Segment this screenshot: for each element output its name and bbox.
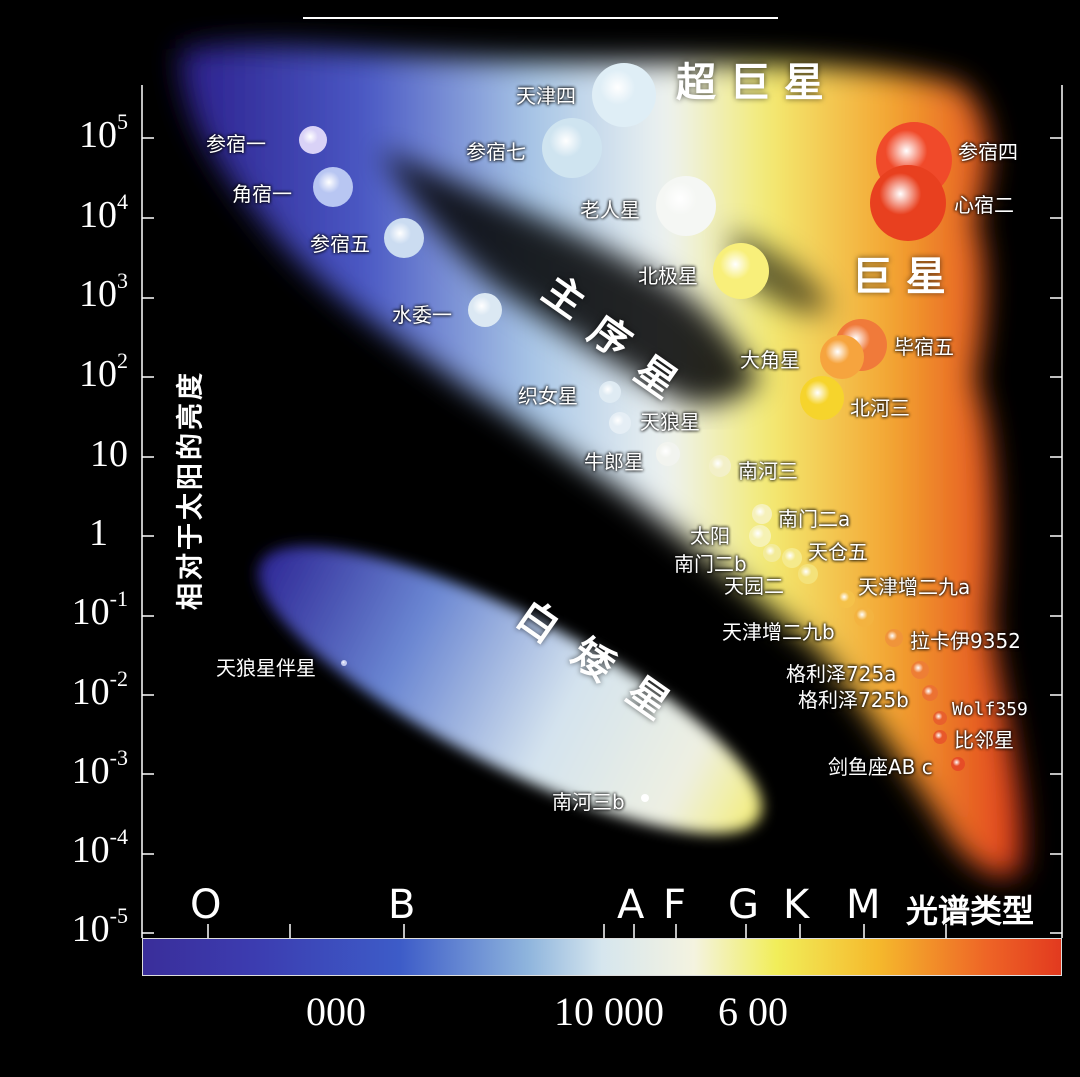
y-tick-label: 104 — [79, 189, 128, 236]
star-label: 天津增二九b — [722, 620, 835, 644]
spectral-class: K — [783, 882, 810, 928]
star-27 — [933, 711, 947, 725]
spectral-class: M — [846, 882, 881, 928]
star-6 — [713, 243, 769, 299]
star-label: 参宿五 — [310, 232, 370, 256]
star-11 — [820, 335, 864, 379]
star-13 — [599, 381, 621, 403]
star-label: 毕宿五 — [894, 335, 954, 359]
spectral-class: F — [663, 882, 687, 928]
star-2 — [542, 118, 602, 178]
y-tick-label: 103 — [79, 268, 128, 315]
spectral-class: A — [617, 882, 645, 928]
star-20 — [782, 548, 802, 568]
y-tick-label: 102 — [79, 348, 128, 395]
star-label: 大角星 — [740, 348, 800, 372]
star-label: Wolf359 — [952, 699, 1028, 720]
y-tick-label: 10-2 — [71, 666, 128, 713]
y-axis-ticks — [142, 137, 1062, 934]
star-label: 天津增二九a — [858, 575, 971, 599]
star-29 — [951, 757, 965, 771]
region-giants: 巨 星 — [852, 254, 946, 300]
star-label: 太阳 — [690, 524, 730, 548]
y-tick-label: 105 — [79, 109, 128, 156]
star-label: 参宿一 — [206, 132, 266, 156]
temperature-tick: 10 000 — [554, 989, 664, 1034]
y-tick-label: 10-1 — [71, 586, 128, 633]
star-label: 天狼星伴星 — [216, 656, 316, 680]
star-label: 比邻星 — [954, 728, 1014, 752]
stars — [299, 63, 965, 802]
star-23 — [854, 607, 874, 627]
star-label: 南门二b — [674, 552, 747, 576]
star-label: 老人星 — [580, 198, 640, 222]
star-label: 南河三b — [552, 790, 625, 814]
star-label: 北极星 — [638, 264, 698, 288]
star-16 — [709, 455, 731, 477]
star-label: 水委一 — [392, 303, 452, 327]
star-26 — [922, 685, 938, 701]
star-label: 参宿七 — [466, 140, 526, 164]
star-18 — [749, 525, 771, 547]
region-supergiants: 超 巨 星 — [676, 60, 824, 106]
y-tick-label: 10-5 — [71, 903, 128, 950]
star-1 — [299, 126, 327, 154]
star-31 — [641, 794, 649, 802]
spectral-class: G — [728, 882, 759, 928]
spectral-type-title: 光谱类型 — [906, 892, 1035, 930]
star-label: 剑鱼座AB c — [828, 755, 933, 779]
star-8 — [870, 165, 946, 241]
star-label: 天津四 — [516, 84, 576, 108]
star-24 — [885, 629, 903, 647]
y-axis-title: 相对于太阳的亮度 — [175, 370, 207, 610]
star-label: 拉卡伊9352 — [910, 629, 1021, 653]
white-dwarf-region — [258, 546, 762, 834]
star-label: 天仓五 — [808, 540, 868, 564]
star-label: 牛郎星 — [584, 450, 644, 474]
star-21 — [798, 564, 818, 584]
star-17 — [752, 504, 772, 524]
star-label: 格利泽725a — [786, 662, 897, 686]
spectral-class: B — [388, 882, 416, 928]
star-label: 南门二a — [778, 507, 851, 531]
y-tick-label: 10 — [90, 433, 128, 475]
star-28 — [933, 730, 947, 744]
star-label: 天狼星 — [640, 410, 700, 434]
star-label: 天园二 — [724, 574, 784, 598]
spectral-class: O — [190, 882, 222, 928]
star-25 — [911, 661, 929, 679]
star-15 — [656, 442, 680, 466]
star-19 — [763, 544, 781, 562]
y-tick-label: 10-4 — [71, 824, 128, 871]
star-9 — [468, 293, 502, 327]
star-label: 心宿二 — [954, 193, 1014, 217]
star-14 — [609, 412, 631, 434]
y-tick-label: 10-3 — [71, 745, 128, 792]
star-12 — [800, 376, 844, 420]
star-30 — [341, 660, 347, 666]
star-label: 织女星 — [518, 384, 578, 408]
star-3 — [313, 167, 353, 207]
temperature-tick: 6 00 — [718, 989, 788, 1034]
temperature-tick: 000 — [306, 989, 366, 1034]
star-label: 南河三 — [738, 459, 798, 483]
star-4 — [656, 176, 716, 236]
star-label: 格利泽725b — [798, 688, 909, 712]
star-5 — [384, 218, 424, 258]
y-tick-label: 1 — [89, 512, 108, 554]
star-label: 角宿一 — [232, 182, 292, 206]
temperature-colorbar — [142, 938, 1062, 976]
star-label: 北河三 — [850, 396, 910, 420]
star-label: 参宿四 — [958, 140, 1018, 164]
x-axis-ticks — [207, 924, 947, 938]
star-0 — [592, 63, 656, 127]
star-22 — [837, 590, 855, 608]
